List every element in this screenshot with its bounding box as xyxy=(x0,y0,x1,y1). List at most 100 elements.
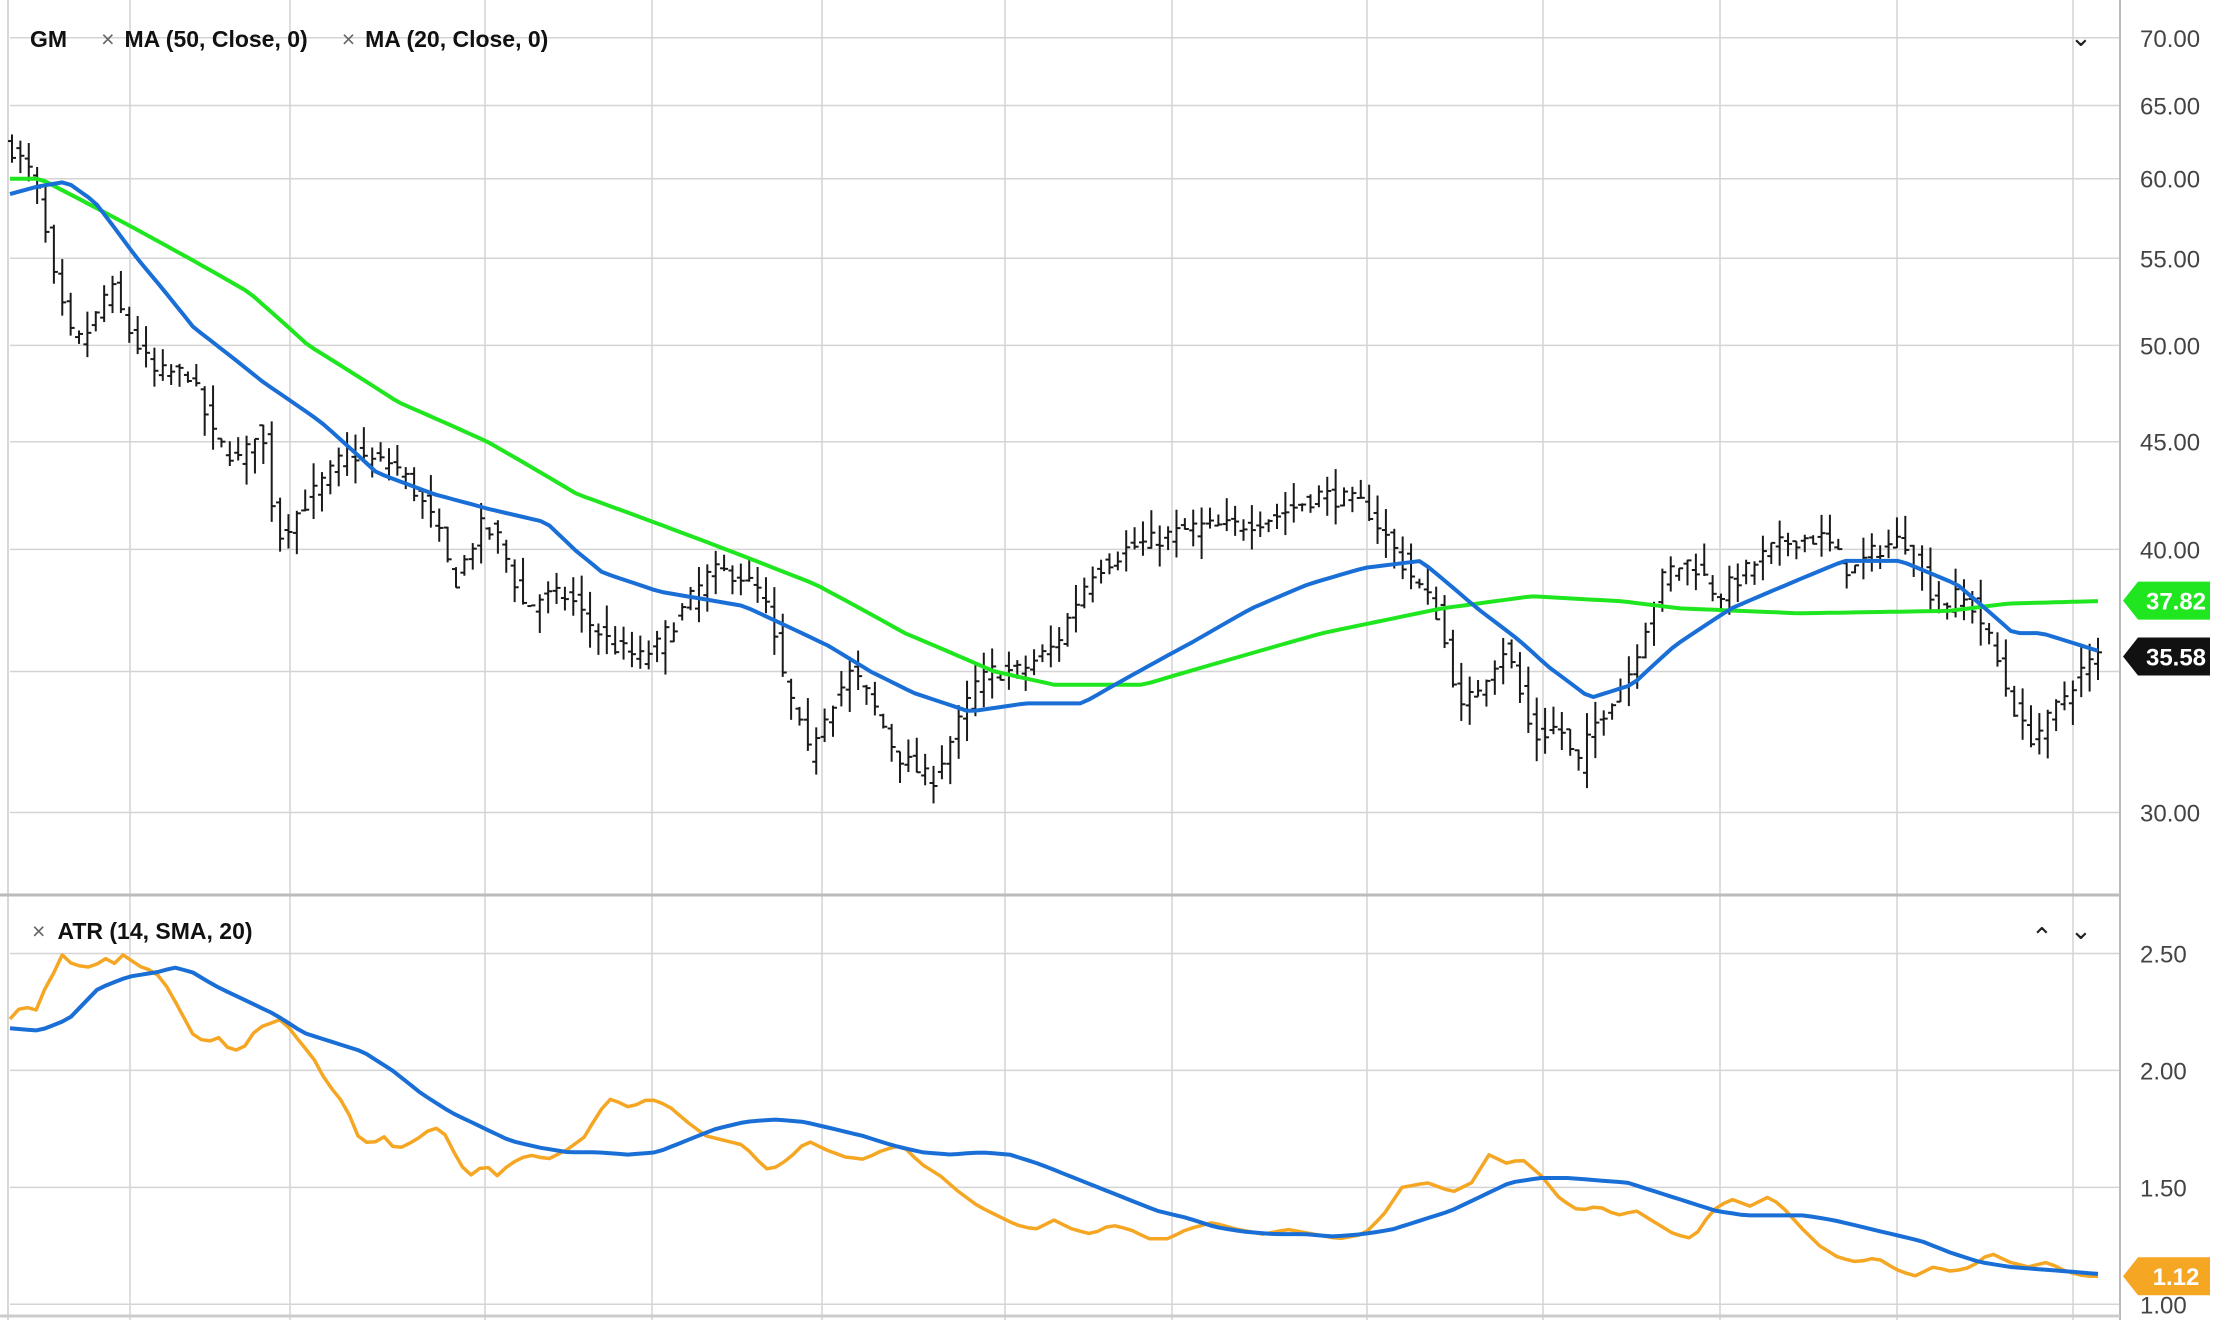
price-bar xyxy=(820,708,829,743)
price-bar xyxy=(669,622,678,643)
price-bar xyxy=(460,554,469,576)
price-bar xyxy=(1976,579,1985,646)
price-bar xyxy=(2077,647,2086,698)
price-bar xyxy=(477,503,486,564)
price-bar xyxy=(334,447,343,487)
price-bar xyxy=(1959,579,1968,621)
price-bar xyxy=(761,577,770,614)
remove-ma20-icon[interactable]: × xyxy=(341,26,356,52)
price-bar xyxy=(1432,586,1441,621)
price-bar xyxy=(1356,479,1365,499)
price-bar xyxy=(1147,510,1156,549)
price-bar xyxy=(544,581,553,614)
price-bar xyxy=(845,656,854,712)
price-bar xyxy=(1071,584,1080,633)
panel-divider xyxy=(0,0,2121,1320)
price-bar xyxy=(1004,651,1013,690)
price-bar xyxy=(209,385,218,450)
price-bar xyxy=(1172,509,1181,558)
price-bar xyxy=(1289,483,1298,523)
ma50-line xyxy=(10,176,2099,687)
price-bar xyxy=(1415,578,1424,589)
price-bar xyxy=(1599,710,1608,736)
price-bar xyxy=(493,520,502,554)
price-bar xyxy=(879,713,888,729)
price-bar xyxy=(443,526,452,563)
price-bar xyxy=(502,539,511,573)
price-bar xyxy=(1021,655,1030,691)
price-bar xyxy=(1499,637,1508,685)
price-bar xyxy=(1691,553,1700,591)
price-bar xyxy=(116,271,125,313)
price-panel-collapse-icon[interactable]: ⌄ xyxy=(2070,22,2092,52)
price-bar xyxy=(1926,547,1935,610)
remove-atr-icon[interactable]: × xyxy=(32,918,46,944)
price-bar xyxy=(1683,559,1692,586)
price-bar xyxy=(787,678,796,720)
price-bar xyxy=(1314,485,1323,508)
price-bar xyxy=(359,427,368,461)
price-bar xyxy=(1122,530,1131,572)
price-bar xyxy=(577,575,586,633)
price-bar xyxy=(24,143,33,182)
price-bar xyxy=(1222,498,1231,532)
price-bar xyxy=(1205,507,1214,529)
price-bar xyxy=(326,460,335,495)
price-bar xyxy=(175,363,184,387)
price-bar xyxy=(954,705,963,759)
price-bar xyxy=(393,445,402,476)
price-bar xyxy=(1055,627,1064,662)
price-bar xyxy=(2094,637,2102,680)
price-bar xyxy=(1030,649,1039,676)
lines-layer xyxy=(8,176,2099,1278)
price-bar xyxy=(376,442,385,462)
price-bar xyxy=(1800,534,1809,553)
remove-ma50-icon[interactable]: × xyxy=(101,26,115,52)
price-bar xyxy=(250,437,259,474)
atr-legend-label[interactable]: ATR (14, SMA, 20) xyxy=(57,918,253,944)
price-bar xyxy=(644,640,653,670)
price-bar xyxy=(703,564,712,612)
price-bar xyxy=(1474,680,1483,698)
price-bar xyxy=(1524,666,1533,734)
price-bar xyxy=(611,626,620,655)
price-bar xyxy=(2068,680,2077,725)
price-bar xyxy=(1876,545,1885,570)
price-bar xyxy=(803,698,812,751)
price-bar xyxy=(527,604,536,608)
ma20-legend-label[interactable]: MA (20, Close, 0) xyxy=(365,26,549,52)
price-bar xyxy=(753,566,762,603)
last-value-badges: 37.82 35.58 1.12 xyxy=(2123,581,2210,1296)
price-bar xyxy=(259,424,268,464)
y-axis: 70.00 65.00 60.00 55.00 50.00 45.00 40.00 30.00… xyxy=(2140,26,2200,1320)
price-bar xyxy=(1113,551,1122,571)
price-bar xyxy=(1365,484,1374,522)
price-bar xyxy=(1541,707,1550,754)
price-bar xyxy=(1273,503,1282,529)
price-bar xyxy=(745,557,754,582)
atr-panel-expand-icon[interactable]: ⌃ xyxy=(2031,922,2053,952)
price-bar xyxy=(58,259,67,316)
price-bar xyxy=(1239,519,1248,541)
price-y-tick-label: 45.00 xyxy=(2140,430,2200,457)
price-bar xyxy=(896,750,905,783)
atr-panel-collapse-icon[interactable]: ⌄ xyxy=(2070,915,2092,945)
symbol-label: GM xyxy=(30,26,68,52)
price-bar xyxy=(887,723,896,762)
price-bar xyxy=(1566,728,1575,756)
price-bar xyxy=(1214,514,1223,527)
ma50-legend-label[interactable]: MA (50, Close, 0) xyxy=(124,26,308,52)
price-bar xyxy=(510,559,519,603)
price-bar xyxy=(661,620,670,675)
price-bar xyxy=(1750,561,1759,585)
price-bar xyxy=(150,347,159,387)
price-bar xyxy=(711,550,720,595)
atr-line xyxy=(8,953,2098,1278)
price-bar xyxy=(1792,540,1801,560)
price-bar xyxy=(1641,622,1650,659)
price-bar xyxy=(1608,703,1617,720)
price-bar xyxy=(1700,543,1709,576)
price-bar xyxy=(426,475,435,528)
price-bar xyxy=(736,563,745,596)
atr-sma-line xyxy=(9,965,2099,1276)
